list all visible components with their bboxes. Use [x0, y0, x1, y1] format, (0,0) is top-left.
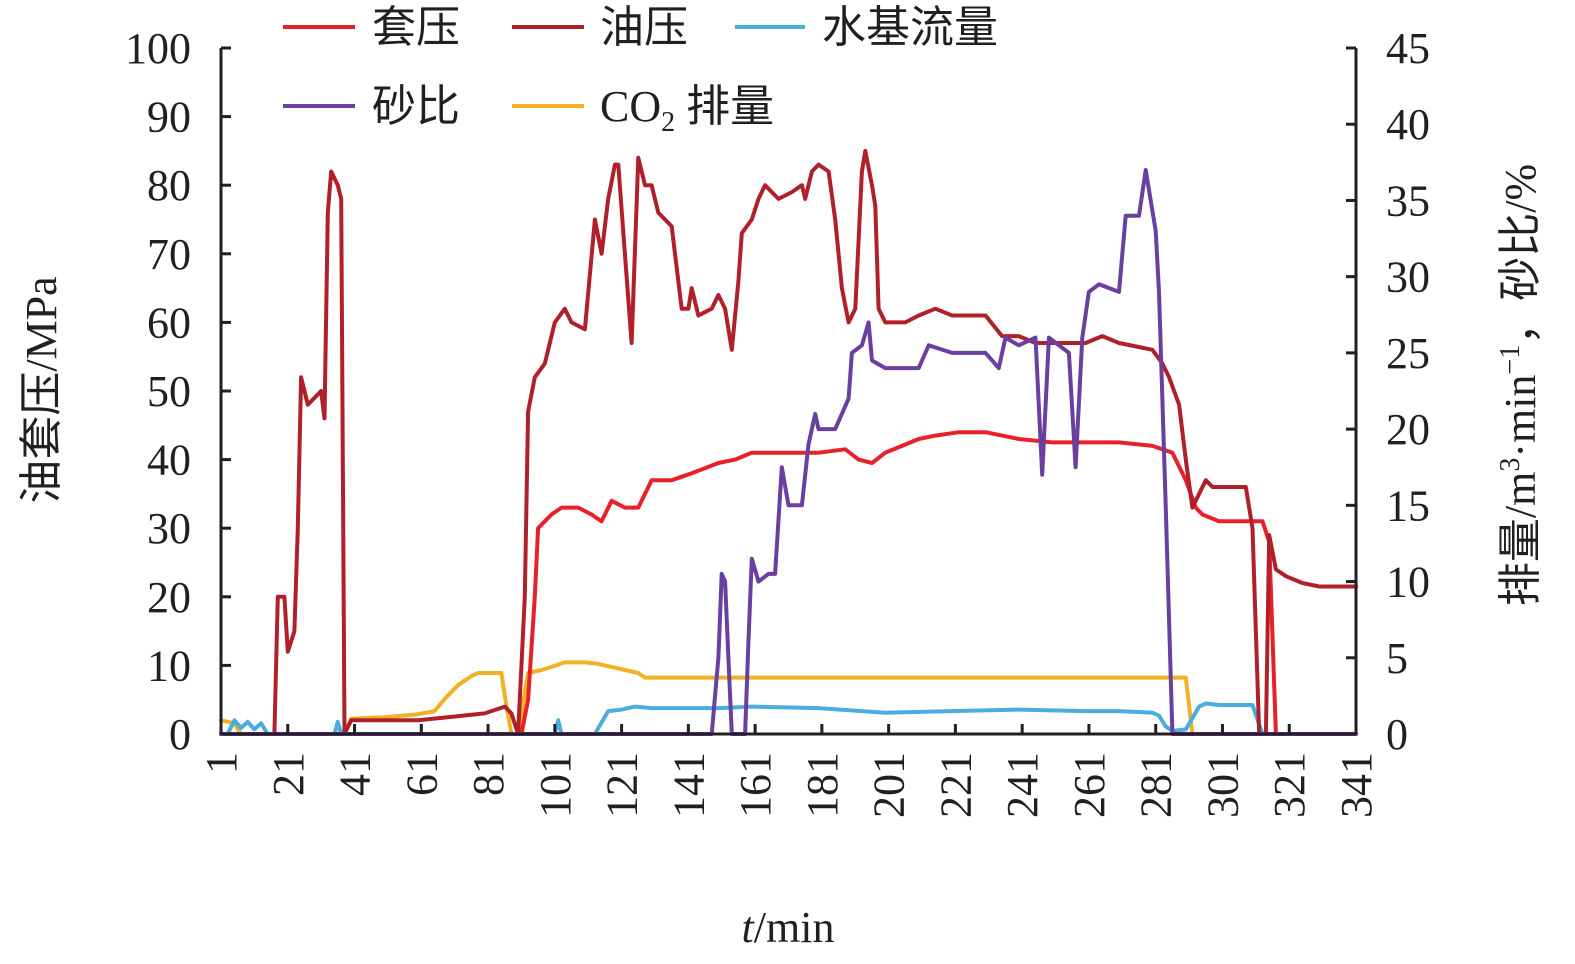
- x-tick-label: 1: [197, 752, 246, 774]
- x-tick-label: 61: [397, 752, 446, 796]
- x-tick-label: 341: [1332, 752, 1381, 818]
- y-right-tick-label: 0: [1386, 710, 1408, 759]
- x-tick-label: 221: [931, 752, 980, 818]
- x-tick-label: 281: [1132, 752, 1181, 818]
- x-tick-label: 261: [1065, 752, 1114, 818]
- y-right-tick-label: 30: [1386, 253, 1430, 302]
- y-axis-right-title-part: 排量/m: [1496, 472, 1545, 606]
- y-right-tick-label: 20: [1386, 405, 1430, 454]
- x-tick-label: 81: [464, 752, 513, 796]
- series-layer: [219, 148, 1358, 736]
- y-axis-left-title: 油套压/MPa: [17, 276, 66, 503]
- y-axis-right-title-sup: −1: [1495, 345, 1526, 375]
- y-left-tick-label: 100: [125, 24, 191, 73]
- x-tick-label: 41: [331, 752, 380, 796]
- y-right-tick-label: 15: [1386, 481, 1430, 530]
- x-tick-label: 321: [1265, 752, 1314, 818]
- series-line-sand: [219, 168, 1358, 736]
- axes-layer: [219, 46, 1358, 736]
- x-axis-title-rest: /min: [754, 903, 835, 952]
- legend-label-co2-sub: 2: [661, 107, 675, 138]
- y-left-tick-label: 50: [147, 367, 191, 416]
- y-right-tick-label: 25: [1386, 329, 1430, 378]
- y-left-tick-label: 40: [147, 436, 191, 485]
- legend-label-tubing: 油压: [600, 3, 688, 52]
- y-left-tick-label: 10: [147, 641, 191, 690]
- legend-label-sand: 砂比: [372, 82, 460, 131]
- x-tick-label: 161: [731, 752, 780, 818]
- y-left-tick-label: 80: [147, 161, 191, 210]
- x-tick-label: 241: [998, 752, 1047, 818]
- y-left-tick-label: 0: [169, 710, 191, 759]
- series-line-water: [219, 701, 1358, 736]
- x-tick-label: 301: [1198, 752, 1247, 818]
- tick-labels: 0 10 20 30 40 50 60 70 80 90 100 0 5 10 15 20 25 30 35 40 45…: [125, 24, 1430, 818]
- y-left-tick-label: 70: [147, 230, 191, 279]
- y-right-tick-label: 10: [1386, 558, 1430, 607]
- legend-label-casing: 套压: [372, 3, 460, 52]
- x-axis-title-italic: t: [742, 903, 756, 952]
- legend-label-co2-after: 排量: [675, 82, 774, 131]
- legend-label-co2-main: CO: [600, 82, 661, 131]
- y-left-tick-label: 90: [147, 93, 191, 142]
- y-axis-right-title-sup: 3: [1495, 458, 1526, 472]
- series-line-tubing: [219, 148, 1358, 736]
- series-line-co2: [219, 660, 1358, 736]
- legend-label-co2: CO2 排量: [600, 82, 774, 138]
- y-axis-right-title-part: ·min: [1496, 375, 1545, 458]
- y-left-tick-label: 60: [147, 298, 191, 347]
- legend-label-water: 水基流量: [822, 3, 998, 52]
- y-left-tick-label: 30: [147, 504, 191, 553]
- x-tick-label: 201: [865, 752, 914, 818]
- x-tick-label: 141: [664, 752, 713, 818]
- axis-titles: t/min 油套压/MPa 排量/m3·min−1，砂比/%: [17, 164, 1545, 952]
- x-tick-label: 181: [798, 752, 847, 818]
- y-right-tick-label: 45: [1386, 24, 1430, 73]
- x-tick-label: 101: [531, 752, 580, 818]
- y-axis-right-title-part: ，砂比/%: [1496, 164, 1545, 345]
- y-left-tick-label: 20: [147, 573, 191, 622]
- x-tick-label: 21: [264, 752, 313, 796]
- x-tick-label: 121: [598, 752, 647, 818]
- y-right-tick-label: 5: [1386, 634, 1408, 683]
- x-axis-title: t/min: [742, 903, 835, 952]
- y-right-tick-label: 40: [1386, 100, 1430, 149]
- y-axis-right-title: 排量/m3·min−1，砂比/%: [1495, 164, 1545, 606]
- y-right-tick-label: 35: [1386, 176, 1430, 225]
